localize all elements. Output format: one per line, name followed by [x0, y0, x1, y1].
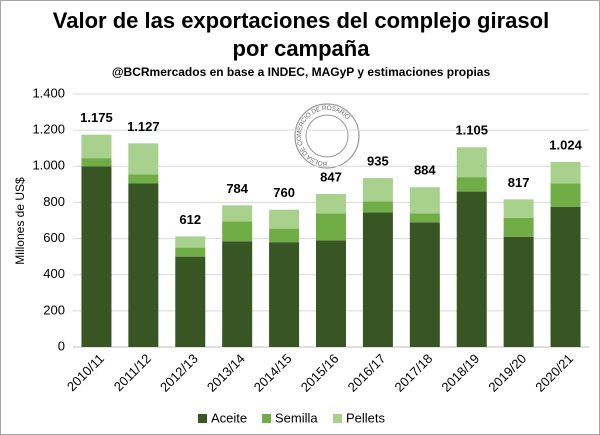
bar-segment	[81, 158, 112, 167]
y-axis-title: Millones de US$	[13, 177, 27, 265]
bar-segment	[175, 256, 206, 347]
bar-segment	[81, 134, 112, 159]
bar-segment	[409, 222, 440, 347]
x-tick-label: 2011/12	[111, 351, 154, 394]
total-label: 1.105	[455, 123, 488, 138]
y-tick-label: 1.200	[32, 122, 65, 137]
bar-segment	[175, 236, 206, 248]
total-label: 1.127	[127, 119, 160, 134]
bar-segment	[316, 193, 346, 214]
legend-swatch	[333, 414, 342, 423]
bar-segment	[128, 183, 159, 347]
x-tick-label: 2012/13	[157, 351, 201, 395]
bar-segment	[128, 174, 159, 184]
total-label: 1.175	[80, 110, 113, 125]
total-label: 847	[320, 169, 342, 184]
x-tick-label: 2017/18	[392, 351, 436, 395]
watermark-ring	[294, 103, 360, 169]
bar-segment	[222, 241, 253, 347]
y-tick-label: 200	[43, 302, 65, 317]
bar-segment	[409, 213, 440, 223]
x-tick-label: 2013/14	[204, 351, 248, 395]
bar-segment	[362, 212, 393, 347]
bar-segment	[409, 187, 440, 214]
bar-segment	[81, 166, 112, 347]
bar-segment	[362, 178, 393, 202]
bar-segment	[456, 191, 487, 347]
watermark: BOLSA DE COMERCIO DE ROSARIO	[294, 103, 360, 169]
bar-segment	[316, 240, 346, 347]
bar-segment	[503, 217, 534, 237]
bar-segment	[269, 242, 300, 347]
x-tick-label: 2020/21	[532, 351, 576, 395]
total-label: 612	[179, 212, 201, 227]
bar-segment	[128, 143, 159, 175]
bar-segment	[503, 199, 534, 218]
total-label: 935	[367, 153, 389, 168]
bar-segment	[503, 236, 534, 347]
legend-label: Pellets	[346, 410, 386, 425]
y-tick-label: 600	[43, 230, 65, 245]
bar-segment	[550, 206, 581, 347]
bar-segment	[222, 221, 253, 242]
y-tick-label: 1.400	[32, 85, 65, 100]
total-label: 1.024	[549, 137, 582, 152]
x-tick-label: 2019/20	[485, 351, 529, 395]
bar-segment	[550, 161, 581, 184]
bar-segment	[316, 213, 346, 241]
y-tick-label: 0	[58, 338, 65, 353]
legend-swatch	[262, 414, 271, 423]
y-tick-label: 400	[43, 266, 65, 281]
total-label: 784	[226, 181, 248, 196]
bar-segment	[222, 205, 253, 222]
legend-label: Aceite	[211, 410, 247, 425]
bar-segment	[362, 201, 393, 213]
bar-segment	[456, 177, 487, 192]
x-tick-label: 2014/15	[251, 351, 295, 395]
bar-segment	[550, 183, 581, 207]
y-tick-label: 800	[43, 194, 65, 209]
chart-subtitle: @BCRmercados en base a INDEC, MAGyP y es…	[112, 65, 491, 79]
watermark-ring	[305, 114, 349, 158]
chart-title: Valor de las exportaciones del complejo …	[52, 8, 550, 61]
total-label: 884	[414, 163, 436, 178]
legend-swatch	[198, 414, 207, 423]
x-tick-label: 2018/19	[438, 351, 482, 395]
bar-segment	[456, 147, 487, 178]
bar-segment	[175, 247, 206, 257]
total-label: 760	[273, 185, 295, 200]
x-tick-label: 2015/16	[298, 351, 342, 395]
bar-segment	[269, 228, 300, 243]
x-tick-label: 2010/11	[64, 351, 107, 394]
y-tick-label: 1.000	[32, 158, 65, 173]
legend-label: Semilla	[275, 410, 318, 425]
x-tick-label: 2016/17	[345, 351, 389, 395]
bar-segment	[269, 209, 300, 229]
total-label: 817	[508, 175, 530, 190]
